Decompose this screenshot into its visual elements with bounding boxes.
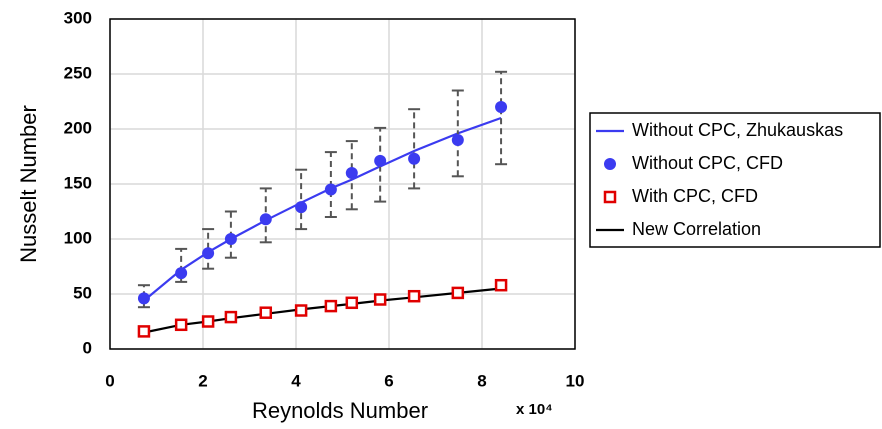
marker	[345, 167, 358, 179]
marker	[137, 292, 150, 305]
x-axis-title: Reynolds Number	[252, 398, 428, 423]
x-tick-label: 8	[477, 371, 486, 390]
y-tick-label: 50	[73, 283, 92, 302]
marker	[295, 201, 308, 214]
marker	[374, 154, 387, 167]
marker	[224, 233, 237, 245]
marker	[373, 293, 387, 306]
legend-frame	[589, 112, 881, 248]
y-tick-label: 200	[64, 118, 92, 137]
error-bar	[408, 108, 421, 190]
marker	[451, 134, 464, 146]
series-line	[143, 116, 502, 302]
legend-swatch	[603, 190, 617, 204]
x-tick-label: 0	[105, 371, 114, 390]
marker	[495, 101, 508, 113]
marker	[174, 318, 188, 332]
legend-label: New Correlation	[632, 219, 761, 239]
error-bar	[451, 89, 464, 178]
marker	[294, 304, 308, 317]
y-tick-label: 300	[64, 8, 92, 27]
marker	[451, 286, 465, 300]
marker	[494, 278, 508, 292]
marker	[259, 213, 272, 226]
x-tick-label: 4	[291, 371, 301, 390]
marker	[259, 306, 273, 319]
error-bar	[295, 168, 308, 231]
y-tick-label: 250	[64, 63, 92, 82]
legend-label: Without CPC, Zhukauskas	[632, 120, 843, 140]
series-line	[143, 287, 502, 334]
x-tick-label: 2	[198, 371, 207, 390]
marker	[408, 152, 421, 165]
marker	[324, 183, 337, 196]
error-bar	[259, 187, 272, 244]
plot-frame	[109, 18, 576, 350]
error-bar	[495, 70, 508, 166]
marker	[137, 325, 151, 338]
error-bar	[202, 228, 215, 270]
marker	[202, 247, 215, 260]
x-multiplier: x 10⁴	[516, 401, 553, 418]
marker	[324, 299, 338, 313]
legend-swatch	[604, 158, 616, 170]
marker	[407, 289, 421, 303]
marker	[345, 296, 359, 310]
marker	[175, 267, 188, 280]
legend-label: With CPC, CFD	[632, 186, 758, 206]
y-axis-title: Nusselt Number	[16, 105, 41, 263]
y-tick-label: 100	[64, 228, 92, 247]
x-tick-label: 6	[384, 371, 393, 390]
x-tick-label: 10	[566, 371, 585, 390]
error-bar	[374, 126, 387, 203]
marker	[201, 315, 215, 328]
marker	[224, 310, 238, 324]
legend-label: Without CPC, CFD	[632, 153, 783, 173]
y-tick-label: 0	[83, 338, 92, 357]
y-tick-label: 150	[64, 173, 92, 192]
